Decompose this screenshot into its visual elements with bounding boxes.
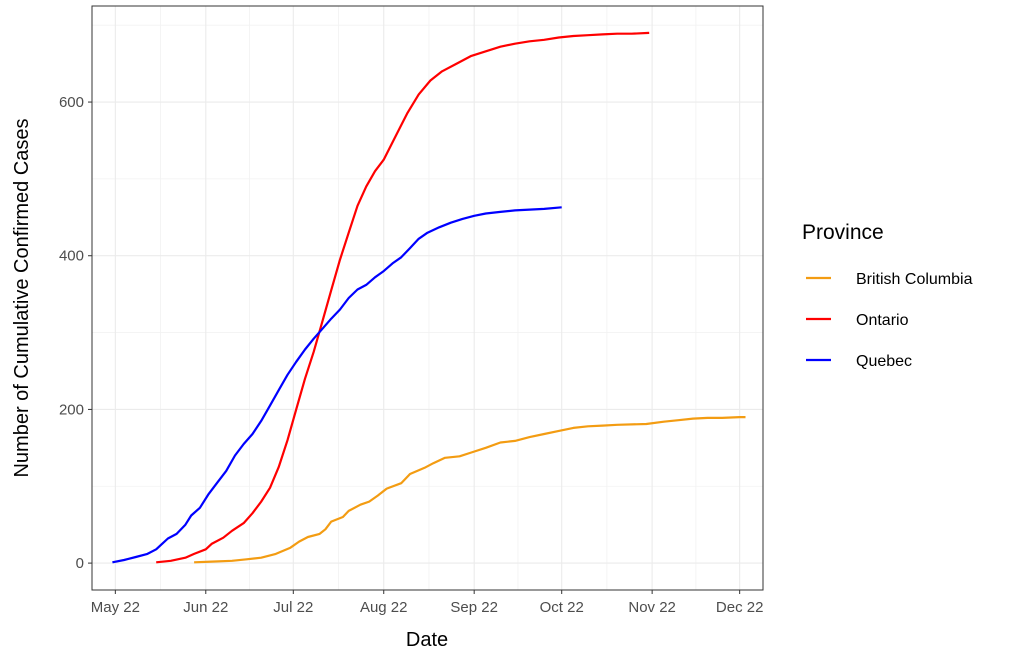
y-tick-label: 0 [76,555,84,572]
x-tick-label: Jun 22 [183,599,228,616]
y-tick-label: 600 [59,94,84,111]
plot-border [91,5,764,591]
series-line-british-columbia [194,416,746,564]
legend: Province British Columbia Ontario Quebec [802,221,973,370]
y-tick-label: 200 [59,401,84,418]
y-tick-label: 400 [59,248,84,265]
x-tick-label: Dec 22 [716,599,764,616]
series-line-ontario [156,31,650,564]
legend-label-british-columbia: British Columbia [856,271,973,288]
legend-label-quebec: Quebec [856,353,912,370]
x-tick-label: Jul 22 [273,599,313,616]
series-line-quebec [112,206,562,564]
x-tick-label: Aug 22 [360,599,408,616]
legend-label-ontario: Ontario [856,312,909,329]
legend-items: British Columbia Ontario Quebec [806,271,973,370]
legend-title: Province [802,221,884,244]
y-axis: 0 200 400 600 [59,94,92,572]
x-axis: May 22 Jun 22 Jul 22 Aug 22 Sep 22 Oct 22 Nov … [91,590,764,616]
x-axis-title: Date [406,629,448,651]
x-tick-label: Oct 22 [540,599,584,616]
minor-gridlines [92,6,763,590]
y-axis-title: Number of Cumulative Confirmed Cases [11,118,33,477]
major-gridlines [92,6,763,590]
x-tick-label: Nov 22 [628,599,676,616]
x-tick-label: May 22 [91,599,140,616]
x-tick-label: Sep 22 [450,599,498,616]
series-lines [112,31,746,564]
plot-panel [92,6,763,590]
